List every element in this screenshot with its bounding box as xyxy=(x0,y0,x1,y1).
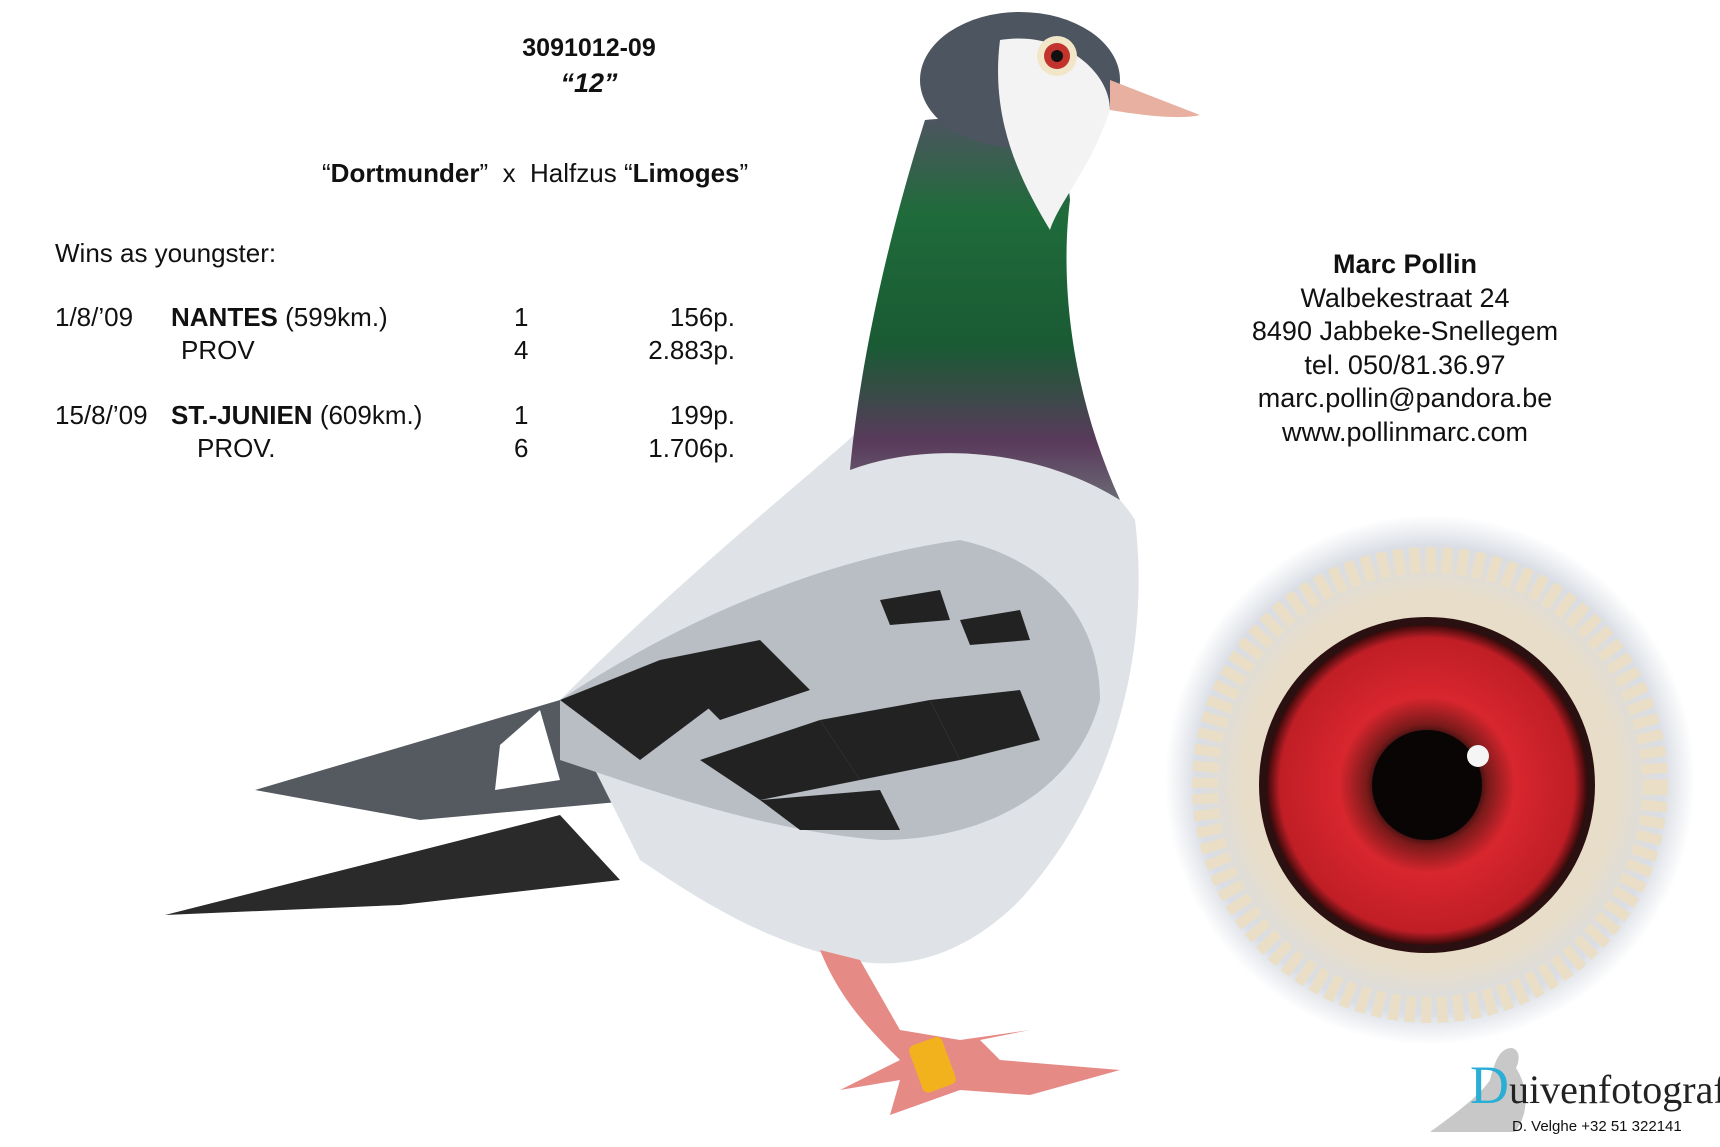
result-rank: 6 xyxy=(514,433,529,463)
result-points: 199p. xyxy=(669,400,735,430)
result-rank: 1 xyxy=(514,400,529,430)
logo-wordmark: Duivenfotografie xyxy=(1470,1054,1720,1116)
result-points: 2.883p. xyxy=(648,335,735,365)
pigeon-silhouette-icon xyxy=(1430,1048,1526,1132)
phone: tel. 050/81.36.97 xyxy=(1304,349,1506,380)
race-distance: (599km.) xyxy=(285,302,388,332)
result-row: 1/8/’09 NANTES (599km.) 1 156p. xyxy=(55,302,735,334)
ring-number: 3091012-09 xyxy=(522,34,656,62)
sire-name: Dortmunder xyxy=(330,158,480,188)
result-date: 15/8/’09 xyxy=(55,400,148,430)
result-date: 1/8/’09 xyxy=(55,302,134,332)
result-row: 15/8/’09 ST.-JUNIEN (609km.) 1 199p. xyxy=(55,400,735,432)
dam-prefix: Halfzus xyxy=(530,158,617,188)
dam-name: Limoges xyxy=(632,158,740,188)
result-row: PROV 4 2.883p. xyxy=(55,335,735,367)
race-name: ST.-JUNIEN xyxy=(171,400,313,430)
eye-closeup xyxy=(1165,515,1695,1045)
city-address: 8490 Jabbeke-Snellegem xyxy=(1251,316,1559,346)
logo-initial: D xyxy=(1470,1055,1509,1115)
race-name: PROV. xyxy=(197,433,276,463)
street-address: Walbekestraat 24 xyxy=(1300,282,1510,313)
result-points: 1.706p. xyxy=(648,433,735,463)
email-link[interactable]: marc.pollin@pandora.be xyxy=(1257,383,1553,413)
result-points: 156p. xyxy=(669,302,735,332)
race-name: PROV xyxy=(181,335,255,365)
result-rank: 1 xyxy=(514,302,529,332)
results-heading: Wins as youngster: xyxy=(55,238,277,268)
pigeon xyxy=(165,12,1200,1115)
website-link[interactable]: www.pollinmarc.com xyxy=(1281,416,1529,447)
race-distance: (609km.) xyxy=(319,400,423,430)
logo-word: uivenfotografie xyxy=(1509,1067,1720,1112)
cross-symbol: x xyxy=(502,158,516,188)
result-row: PROV. 6 1.706p. xyxy=(55,433,735,465)
photographer-logo: Duivenfotografie D. Velghe +32 51 322141 xyxy=(1420,1040,1720,1140)
race-name: NANTES xyxy=(171,302,278,332)
pigeon-name: “12” xyxy=(560,68,618,98)
logo-subtitle: D. Velghe +32 51 322141 xyxy=(1512,1118,1682,1135)
parentage: “Dortmunder” x Halfzus “Limoges” xyxy=(322,158,749,188)
owner-name: Marc Pollin xyxy=(1332,249,1478,279)
result-rank: 4 xyxy=(514,335,529,365)
contact-block: Marc Pollin Walbekestraat 24 8490 Jabbek… xyxy=(1205,248,1605,449)
